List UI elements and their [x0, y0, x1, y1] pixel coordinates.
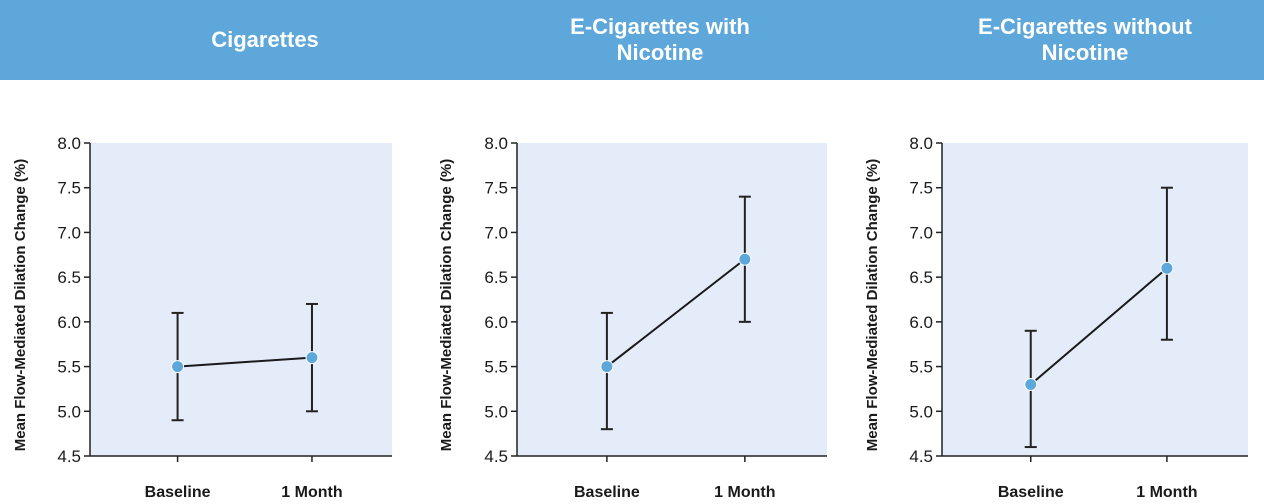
y-tick-label: 4.5 [909, 447, 933, 466]
data-point [738, 252, 752, 266]
y-tick-label: 7.5 [484, 179, 508, 198]
series-line [606, 258, 746, 368]
y-axis-label: Mean Flow-Mediated Dilation Change (%) [438, 159, 455, 452]
y-tick-label: 6.0 [57, 313, 81, 332]
y-tick-label: 6.5 [909, 268, 933, 287]
y-tick-label: 4.5 [57, 447, 81, 466]
y-tick-label: 8.0 [909, 134, 933, 153]
data-point [171, 360, 185, 374]
y-axis-label: Mean Flow-Mediated Dilation Change (%) [12, 159, 29, 452]
y-tick-label: 6.0 [484, 313, 508, 332]
x-tick-label: Baseline [145, 484, 211, 501]
y-tick-label: 7.5 [909, 179, 933, 198]
panel-title: E-Cigarettes with Nicotine [570, 14, 750, 65]
header-bar [0, 0, 1264, 80]
panel-title: E-Cigarettes without Nicotine [978, 14, 1192, 65]
data-point [1024, 377, 1038, 391]
y-tick-label: 4.5 [484, 447, 508, 466]
y-tick-label: 5.0 [484, 402, 508, 421]
data-point [305, 351, 319, 365]
y-tick-label: 8.0 [484, 134, 508, 153]
y-tick-label: 5.5 [57, 358, 81, 377]
data-point [600, 360, 614, 374]
x-tick-label: Baseline [574, 484, 640, 501]
plot-area [517, 143, 827, 456]
y-tick-label: 5.0 [57, 402, 81, 421]
y-tick-label: 7.0 [57, 223, 81, 242]
series-line [1030, 267, 1168, 386]
x-tick-label: 1 Month [281, 484, 342, 501]
y-tick-label: 7.0 [484, 223, 508, 242]
plot-area [90, 143, 392, 456]
y-tick-label: 8.0 [57, 134, 81, 153]
y-tick-label: 6.5 [57, 268, 81, 287]
x-tick-label: Baseline [998, 484, 1064, 501]
y-axis-label: Mean Flow-Mediated Dilation Change (%) [864, 159, 881, 452]
data-point [1160, 261, 1174, 275]
y-tick-label: 7.5 [57, 179, 81, 198]
y-tick-label: 7.0 [909, 223, 933, 242]
y-tick-label: 5.5 [484, 358, 508, 377]
y-tick-label: 6.0 [909, 313, 933, 332]
x-tick-label: 1 Month [714, 484, 775, 501]
y-tick-label: 5.5 [909, 358, 933, 377]
series-line [177, 356, 313, 368]
y-tick-label: 6.5 [484, 268, 508, 287]
plot-area [942, 143, 1248, 456]
panel-title: Cigarettes [211, 27, 319, 52]
y-tick-label: 5.0 [909, 402, 933, 421]
x-tick-label: 1 Month [1136, 484, 1197, 501]
